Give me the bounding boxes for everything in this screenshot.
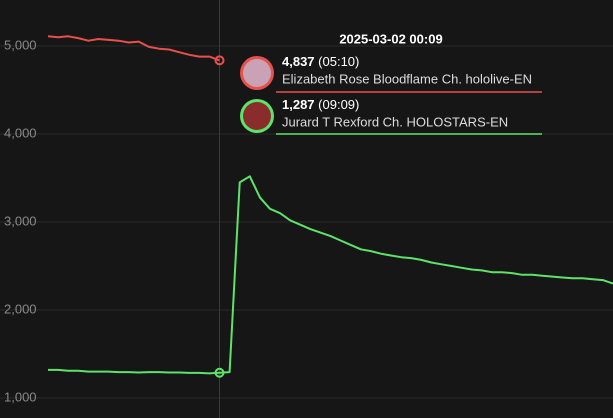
y-tick-label: 3,000 [4, 213, 37, 228]
tooltip-name: Jurard T Rexford Ch. HOLOSTARS-EN [282, 114, 508, 129]
tooltip-value: 4,837 [282, 54, 315, 69]
lines [47, 35, 613, 378]
tooltip-title: 2025-03-02 00:09 [339, 31, 442, 46]
y-tick-label: 4,000 [4, 125, 37, 140]
y-tick-label: 1,000 [4, 389, 37, 404]
hover-marker [214, 55, 225, 66]
tooltip-item: 4,837 (05:10) [282, 54, 359, 69]
avatar [243, 102, 271, 130]
series-line [47, 35, 220, 62]
tooltip-value: 1,287 [282, 97, 315, 112]
y-tick-label: 5,000 [4, 37, 37, 52]
series-line [48, 175, 613, 375]
hover-marker [214, 367, 225, 378]
tooltip-time: (05:10) [318, 54, 359, 69]
grid: 1,000 2,000 3,000 4,000 5,000 [0, 37, 613, 404]
tooltip: 2025-03-02 00:09 4,837 (05:10) Elizabeth… [240, 31, 542, 135]
avatar [243, 59, 271, 87]
y-tick-label: 2,000 [4, 301, 37, 316]
tooltip-time: (09:09) [318, 97, 359, 112]
tooltip-item: 1,287 (09:09) [282, 97, 359, 112]
tooltip-name: Elizabeth Rose Bloodflame Ch. hololive-E… [282, 71, 532, 86]
